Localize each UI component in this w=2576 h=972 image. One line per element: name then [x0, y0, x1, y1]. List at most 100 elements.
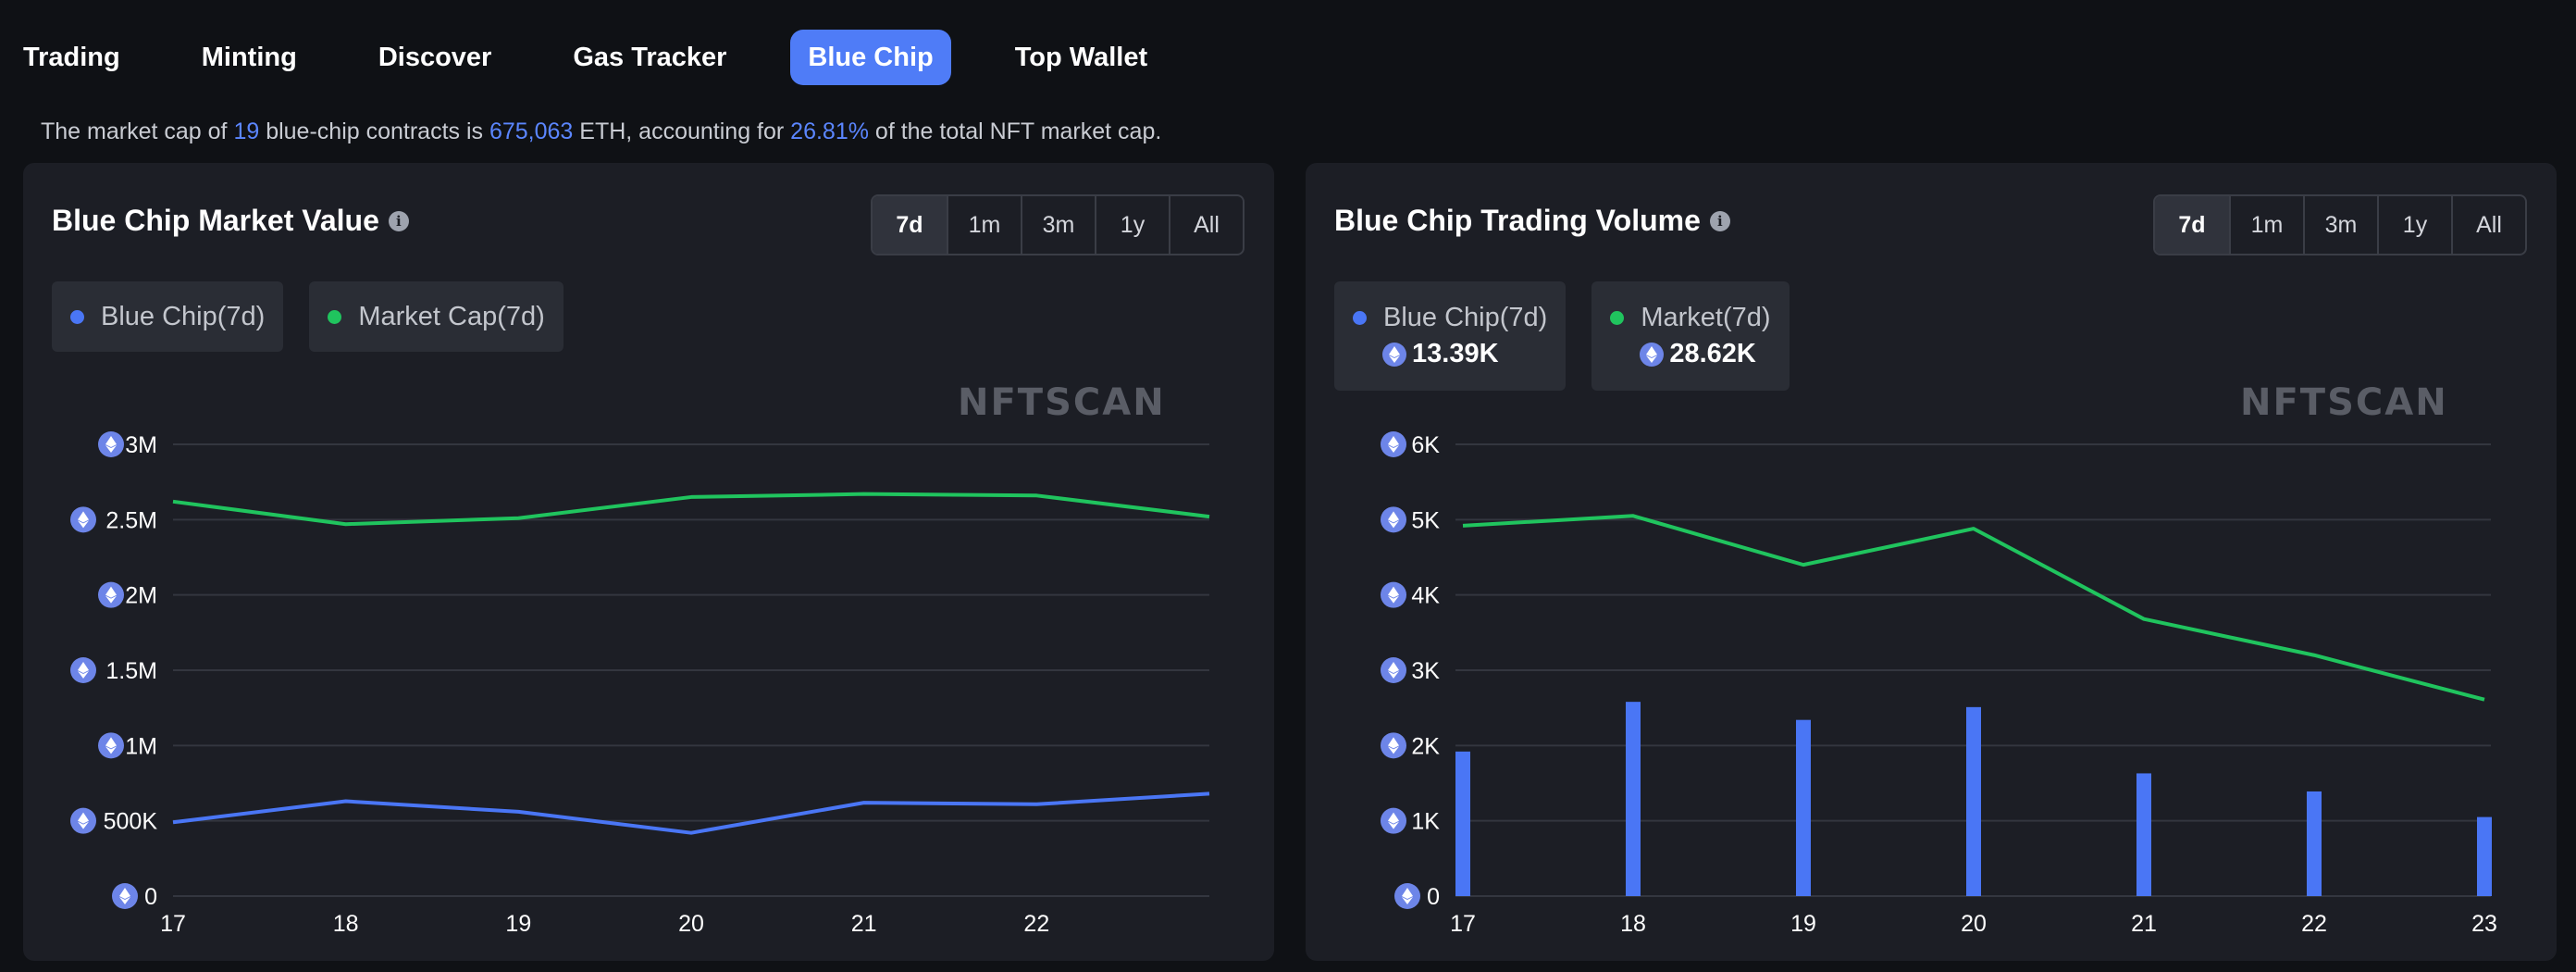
y-tick-label: 0 — [1427, 884, 1440, 910]
eth-icon — [98, 732, 124, 759]
bar — [2307, 791, 2322, 896]
period-1y[interactable]: 1y — [2377, 196, 2451, 254]
x-tick-label: 21 — [2131, 911, 2157, 937]
blue-dot-icon — [70, 309, 84, 324]
eth-icon — [1381, 431, 1406, 457]
eth-icon — [1394, 883, 1420, 909]
period-1y[interactable]: 1y — [1095, 196, 1169, 254]
y-tick-label: 4K — [1411, 583, 1440, 609]
bar — [1626, 702, 1641, 896]
series-line — [172, 492, 1210, 527]
period-all[interactable]: All — [1169, 196, 1243, 254]
tab-gas-tracker[interactable]: Gas Tracker — [573, 43, 727, 72]
green-dot-icon — [1610, 311, 1625, 325]
y-tick-label: 3K — [1411, 658, 1440, 684]
x-tick-label: 23 — [2471, 911, 2497, 937]
x-tick-label: 17 — [1450, 911, 1476, 937]
eth-icon — [98, 581, 124, 608]
eth-icon — [1381, 506, 1406, 533]
period-1m[interactable]: 1m — [2229, 196, 2303, 254]
chart-legend: Blue Chip(7d) 13.39K Market(7d) 28.62K — [1334, 281, 1815, 391]
y-tick-label: 2K — [1411, 733, 1440, 759]
period-1m[interactable]: 1m — [947, 196, 1021, 254]
series-line — [172, 791, 1210, 835]
summary-contract-count: 19 — [233, 118, 260, 144]
eth-icon — [1381, 657, 1406, 683]
period-7d[interactable]: 7d — [873, 196, 947, 254]
legend-blue-chip[interactable]: Blue Chip(7d) 13.39K — [1334, 281, 1567, 391]
x-tick-label: 17 — [160, 911, 186, 937]
period-selector: 7d 1m 3m 1y All — [2153, 194, 2527, 255]
y-tick-label: 1.5M — [105, 658, 157, 684]
x-tick-label: 20 — [1961, 911, 1987, 937]
legend-label: Blue Chip(7d) — [1383, 303, 1548, 332]
tab-discover[interactable]: Discover — [378, 43, 492, 72]
period-selector: 7d 1m 3m 1y All — [871, 194, 1245, 255]
summary-text-4: of the total NFT market cap. — [868, 118, 1162, 144]
nftscan-watermark-logo: NFTSCAN — [2240, 381, 2448, 424]
y-tick-label: 3M — [125, 432, 157, 458]
green-dot-icon — [328, 309, 342, 324]
y-tick-label: 6K — [1411, 432, 1440, 458]
y-tick-label: 2M — [125, 583, 157, 609]
tab-trading[interactable]: Trading — [23, 43, 120, 72]
x-tick-label: 18 — [333, 911, 359, 937]
bar — [2477, 816, 2492, 896]
legend-blue-chip[interactable]: Blue Chip(7d) — [52, 281, 284, 352]
market-value-title: Blue Chip Market Value i — [52, 204, 409, 238]
y-tick-label: 5K — [1411, 507, 1440, 533]
info-icon[interactable]: i — [388, 210, 409, 231]
legend-label: Market(7d) — [1641, 303, 1771, 332]
eth-icon — [1640, 342, 1665, 367]
top-nav: Trading Minting Discover Gas Tracker Blu… — [23, 29, 1211, 86]
bar — [1796, 719, 1811, 896]
eth-icon — [1381, 807, 1406, 834]
period-3m[interactable]: 3m — [1021, 196, 1095, 254]
eth-icon — [70, 657, 96, 683]
legend-total: 28.62K — [1669, 339, 1756, 368]
summary-percentage: 26.81% — [790, 118, 869, 144]
legend-market-cap[interactable]: Market Cap(7d) — [309, 281, 564, 352]
x-tick-label: 19 — [505, 911, 531, 937]
y-tick-label: 2.5M — [105, 507, 157, 533]
trading-volume-panel: Blue Chip Trading Volume i 7d 1m 3m 1y A… — [1306, 163, 2557, 961]
x-tick-label: 20 — [678, 911, 704, 937]
tab-top-wallet[interactable]: Top Wallet — [1014, 43, 1148, 72]
x-tick-label: 22 — [2301, 911, 2327, 937]
x-tick-label: 19 — [1790, 911, 1816, 937]
y-tick-label: 0 — [144, 884, 157, 910]
summary-text-2: blue-chip contracts is — [259, 118, 489, 144]
bar — [1966, 706, 1981, 896]
summary-text-3: ETH, accounting for — [573, 118, 791, 144]
series-line — [1462, 514, 2485, 702]
legend-label: Market Cap(7d) — [358, 301, 545, 331]
summary-text-1: The market cap of — [41, 118, 234, 144]
tab-minting[interactable]: Minting — [201, 43, 297, 72]
y-tick-label: 1M — [125, 733, 157, 759]
trading-volume-title-text: Blue Chip Trading Volume — [1334, 204, 1701, 237]
x-tick-label: 21 — [851, 911, 877, 937]
market-value-title-text: Blue Chip Market Value — [52, 204, 379, 237]
period-3m[interactable]: 3m — [2303, 196, 2377, 254]
bar — [1455, 751, 1470, 896]
x-tick-label: 22 — [1023, 911, 1049, 937]
blue-dot-icon — [1353, 311, 1367, 325]
legend-total: 13.39K — [1412, 339, 1499, 368]
info-icon[interactable]: i — [1709, 210, 1730, 231]
trading-volume-title: Blue Chip Trading Volume i — [1334, 204, 1730, 238]
nftscan-watermark-logo: NFTSCAN — [958, 381, 1166, 424]
eth-icon — [70, 506, 96, 533]
legend-market[interactable]: Market(7d) 28.62K — [1591, 281, 1790, 391]
market-cap-summary: The market cap of 19 blue-chip contracts… — [41, 118, 1161, 145]
y-tick-label: 1K — [1411, 809, 1440, 835]
period-7d[interactable]: 7d — [2155, 196, 2229, 254]
bar — [2136, 773, 2151, 896]
legend-label: Blue Chip(7d) — [101, 301, 266, 331]
summary-market-cap: 675,063 — [489, 118, 574, 144]
y-tick-label: 500K — [104, 809, 158, 835]
period-all[interactable]: All — [2451, 196, 2525, 254]
eth-icon — [1382, 342, 1406, 367]
eth-icon — [112, 883, 138, 909]
tab-blue-chip[interactable]: Blue Chip — [790, 30, 951, 85]
